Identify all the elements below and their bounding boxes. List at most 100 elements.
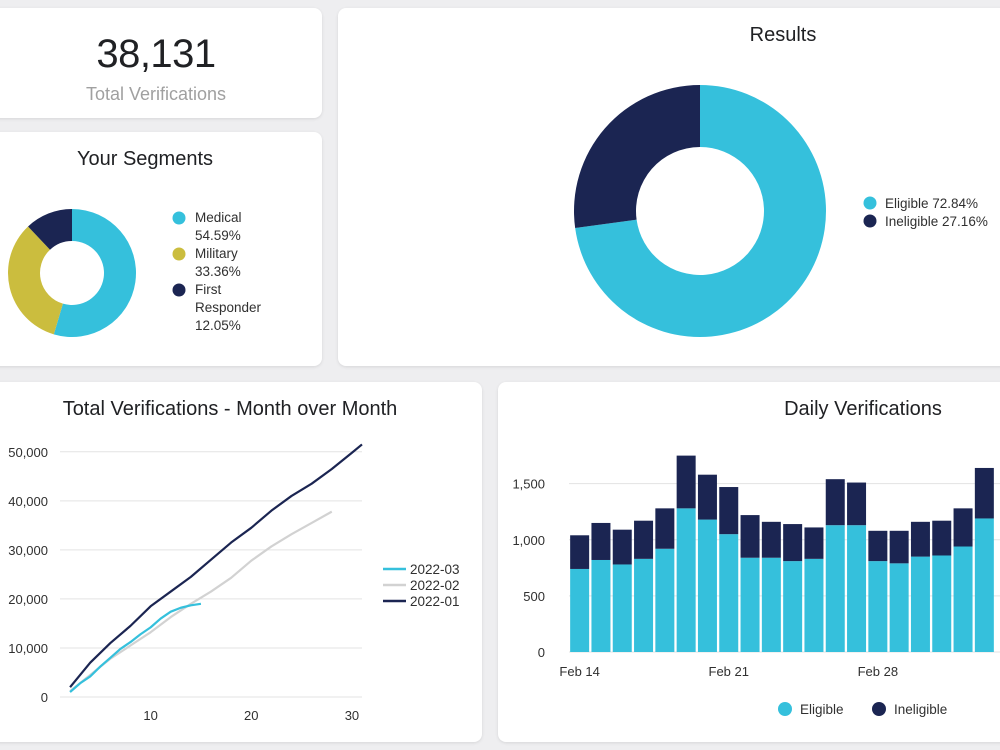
bar-ineligible [825,479,845,526]
legend-label-2022-03: 2022-03 [410,562,460,577]
y-tick-label: 20,000 [8,592,48,607]
bar-eligible [868,561,888,652]
daily-title: Daily Verifications [784,398,942,420]
bar-eligible [825,525,845,652]
y-tick-label: 30,000 [8,543,48,558]
legend-label-military: 33.36% [195,264,241,279]
bar-ineligible [974,467,994,519]
legend-label-eligible: Eligible [800,702,844,717]
bar-ineligible [761,521,781,558]
bar-eligible [953,546,973,652]
bar-ineligible [740,515,760,558]
legend-label-2022-01: 2022-01 [410,594,460,609]
slice-first-responder [28,209,72,250]
legend-marker-medical [172,211,186,225]
slice-ineligible [574,85,700,229]
month-over-month-card: Total Verifications - Month over Month 0… [0,382,482,742]
legend-marker-first-responder [172,283,186,297]
bar-ineligible [847,482,867,526]
legend-marker-ineligible [872,702,886,716]
x-tick-label: Feb 28 [858,664,898,679]
y-tick-label: 10,000 [8,641,48,656]
segments-card: Your Segments Medical 54.59% Military 33.36… [0,132,322,366]
bar-ineligible [804,527,824,559]
legend-marker-eligible [778,702,792,716]
total-verifications-label: Total Verifications [85,84,227,104]
x-tick-label: Feb 14 [559,664,599,679]
slice-eligible [575,85,826,337]
bar-eligible [591,559,611,652]
legend-label-medical: Medical [195,210,242,225]
series-line-2022-02 [69,510,333,692]
y-tick-label: 40,000 [8,494,48,509]
x-tick-label: Feb 21 [709,664,749,679]
month-over-month-title: Total Verifications - Month over Month [62,398,398,420]
bar-eligible [804,558,824,652]
y-tick-label: 0 [41,690,48,705]
bar-ineligible [612,529,632,565]
bar-eligible [847,525,867,652]
bar-ineligible [676,455,696,509]
bar-eligible [783,561,803,652]
daily-card: Daily Verifications 0 500 1,000 1,500 Feb 14… [498,382,1000,742]
legend-label-ineligible: Ineligible [894,702,947,717]
legend-label-first-responder: 12.05% [195,318,241,333]
bar-ineligible [910,521,930,557]
y-tick-label: 1,000 [512,533,545,548]
legend-label-ineligible: Ineligible 27.16% [885,214,988,229]
legend-label-first-responder: Responder [195,300,262,315]
bar-eligible [932,555,952,652]
legend-marker-eligible [863,196,877,210]
series-line-2022-01 [69,443,363,688]
y-tick-label: 50,000 [8,445,48,460]
legend-label-eligible: Eligible 72.84% [885,196,978,211]
results-donut-chart: Eligible 72.84% Ineligible 27.16% [574,85,988,337]
bar-ineligible [655,508,675,549]
bar-eligible [889,563,909,652]
x-tick-label: 20 [244,708,258,723]
slice-medical [53,209,136,337]
month-over-month-line-chart: 0 10,000 20,000 30,000 40,000 50,000 10 20 30 202… [8,443,460,723]
bar-ineligible [953,508,973,547]
legend-label-medical: 54.59% [195,228,241,243]
legend-label-2022-02: 2022-02 [410,578,460,593]
y-tick-label: 500 [523,589,545,604]
legend-label-military: Military [195,246,238,261]
series-line-2022-03 [69,602,202,693]
bar-eligible [570,568,590,652]
legend-marker-ineligible [863,214,877,228]
bar-ineligible [868,530,888,562]
bar-eligible [612,564,632,652]
bar-ineligible [932,520,952,556]
bar-ineligible [591,522,611,560]
daily-stacked-bar-chart: 0 500 1,000 1,500 Feb 14 Feb 21 Feb 28 Eligible… [512,455,1000,717]
bar-ineligible [634,520,654,559]
bar-eligible [740,557,760,652]
legend-marker-military [172,247,186,261]
results-card: Results Eligible 72.84% Ineligible 27.16% [338,8,1000,366]
kpi-card: 38,131 Total Verifications [0,8,322,118]
bar-ineligible [889,530,909,564]
bar-ineligible [783,524,803,562]
bar-ineligible [697,474,717,520]
y-tick-label: 1,500 [512,477,545,492]
bar-eligible [634,558,654,652]
bar-ineligible [719,487,739,535]
bar-ineligible [570,535,590,569]
bar-eligible [910,556,930,652]
segments-donut-chart: Medical 54.59% Military 33.36% First Responde… [8,209,262,337]
bar-eligible [655,548,675,652]
legend-label-first-responder: First [195,282,221,297]
bar-eligible [719,534,739,652]
results-title: Results [749,24,817,46]
x-tick-label: 30 [345,708,359,723]
bar-eligible [697,519,717,652]
total-verifications-value: 38,131 [96,32,216,76]
bar-eligible [676,508,696,652]
segments-title: Your Segments [76,148,213,170]
bar-eligible [761,557,781,652]
y-tick-label: 0 [538,645,545,660]
x-tick-label: 10 [143,708,157,723]
bar-eligible [974,518,994,652]
slice-military [8,226,63,335]
